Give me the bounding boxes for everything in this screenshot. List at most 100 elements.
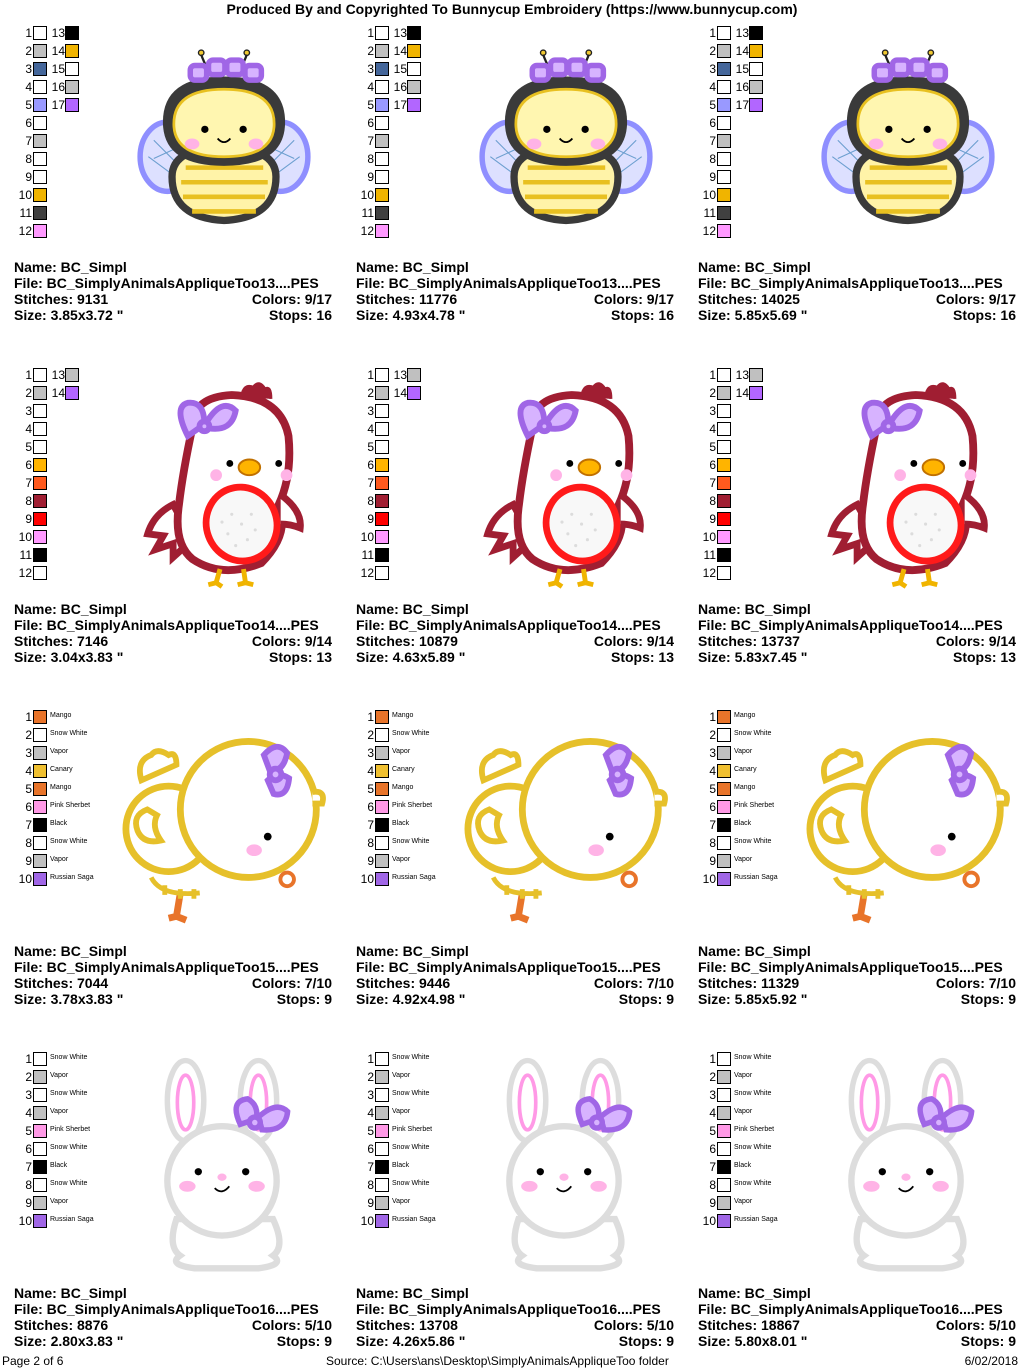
thread-name: Snow White — [734, 1144, 772, 1151]
thread-name: Pink Sherbet — [50, 1126, 91, 1133]
color-number: 1 — [709, 710, 716, 724]
bee-design-image — [460, 40, 672, 226]
color-number: 2 — [367, 1070, 374, 1084]
legend-row: 4 Canary — [16, 764, 73, 780]
color-swatch — [33, 26, 47, 40]
design-name: Name: BC_Simpl — [698, 601, 811, 617]
legend-row: 11 — [358, 548, 389, 564]
color-swatch — [375, 404, 389, 418]
color-count: Colors: 9/14 — [251, 633, 332, 649]
legend-row: 10 — [16, 530, 47, 546]
thread-name: Vapor — [734, 856, 753, 863]
color-count: Colors: 5/10 — [593, 1317, 674, 1333]
legend-row: 6 Pink Sherbet — [700, 800, 774, 816]
legend-row: 7 Black — [16, 818, 67, 834]
legend-row: 7 — [16, 134, 47, 150]
legend-row: 5 Pink Sherbet — [16, 1124, 90, 1140]
color-number: 6 — [25, 1142, 32, 1156]
legend-row: 10 Russian Saga — [700, 1214, 778, 1230]
color-swatch — [65, 62, 79, 76]
color-swatch — [33, 1088, 47, 1102]
chick-design-image — [806, 722, 1012, 926]
color-swatch — [33, 170, 47, 184]
thread-name: Snow White — [392, 730, 430, 737]
size-line: Size: 4.63x5.89 " Stops: 13 — [356, 649, 674, 665]
color-swatch — [717, 26, 731, 40]
thread-name: Vapor — [50, 748, 69, 755]
legend-row: 10 — [700, 188, 731, 204]
color-number: 4 — [367, 764, 374, 778]
color-number: 12 — [702, 566, 716, 580]
legend-row: 3 Vapor — [16, 746, 68, 762]
bunny-design-image — [482, 1056, 646, 1282]
color-number: 2 — [25, 1070, 32, 1084]
legend-row: 8 — [16, 152, 47, 168]
design-name: Name: BC_Simpl — [698, 259, 811, 275]
legend-row: 12 — [700, 566, 731, 582]
design-info: Name: BC_Simpl File: BC_SimplyAnimalsAppl… — [356, 259, 674, 323]
color-number: 8 — [709, 1178, 716, 1192]
legend-row: 5 17 — [16, 98, 79, 114]
color-number: 5 — [709, 782, 716, 796]
color-swatch — [407, 62, 421, 76]
color-swatch — [717, 386, 731, 400]
color-swatch — [717, 1178, 731, 1192]
color-swatch — [65, 26, 79, 40]
thread-name: Vapor — [392, 1198, 411, 1205]
legend-row: 10 — [700, 530, 731, 546]
color-swatch — [33, 368, 47, 382]
size-line: Size: 2.80x3.83 " Stops: 9 — [14, 1333, 332, 1349]
legend-row: 2 14 — [16, 44, 79, 60]
legend-row: 2 Snow White — [700, 728, 771, 744]
design-info: Name: BC_Simpl File: BC_SimplyAnimalsAppl… — [14, 943, 332, 1007]
legend-row: 3 Vapor — [700, 746, 752, 762]
color-number: 1 — [25, 368, 32, 382]
color-swatch — [749, 368, 763, 382]
legend-row: 6 Pink Sherbet — [358, 800, 432, 816]
stitches-line: Stitches: 7146 Colors: 9/14 — [14, 633, 332, 649]
legend-row: 7 — [700, 476, 731, 492]
color-swatch — [33, 404, 47, 418]
thread-name: Vapor — [734, 1072, 753, 1079]
color-swatch — [717, 458, 731, 472]
color-swatch — [33, 422, 47, 436]
color-number: 1 — [367, 368, 374, 382]
color-number: 12 — [702, 224, 716, 238]
stop-count: Stops: 9 — [960, 1333, 1016, 1349]
thread-name: Mango — [392, 784, 414, 791]
color-number: 11 — [361, 548, 374, 562]
size-line: Size: 5.85x5.69 " Stops: 16 — [698, 307, 1016, 323]
color-number: 8 — [25, 152, 32, 166]
design-info: Name: BC_Simpl File: BC_SimplyAnimalsAppl… — [14, 1285, 332, 1349]
thread-name: Russian Saga — [734, 1216, 778, 1223]
source-path: Source: C:\Users\ans\Desktop\SimplyAnima… — [326, 1354, 669, 1368]
thread-name: Snow White — [392, 1144, 430, 1151]
design-size: Size: 4.63x5.89 " — [356, 649, 466, 665]
color-swatch — [717, 1106, 731, 1120]
color-number: 6 — [367, 1142, 374, 1156]
color-number: 4 — [25, 764, 32, 778]
design-info: Name: BC_Simpl File: BC_SimplyAnimalsAppl… — [698, 601, 1016, 665]
legend-row: 5 Pink Sherbet — [358, 1124, 432, 1140]
color-number: 8 — [25, 1178, 32, 1192]
color-swatch — [33, 440, 47, 454]
legend-row: 11 — [358, 206, 389, 222]
legend-row: 1 13 — [700, 368, 763, 384]
color-swatch — [749, 62, 763, 76]
color-number: 8 — [367, 152, 374, 166]
stitch-count: Stitches: 11776 — [356, 291, 458, 307]
legend-row: 10 Russian Saga — [16, 1214, 94, 1230]
color-number: 6 — [367, 458, 374, 472]
color-swatch — [33, 134, 47, 148]
color-swatch — [65, 98, 79, 112]
legend-row: 4 — [700, 422, 731, 438]
color-number: 5 — [367, 440, 374, 454]
color-swatch — [375, 152, 389, 166]
color-swatch — [65, 386, 79, 400]
legend-row: 3 Snow White — [16, 1088, 87, 1104]
color-number: 3 — [709, 404, 716, 418]
color-number: 4 — [25, 80, 32, 94]
thread-name: Snow White — [734, 838, 772, 845]
color-swatch — [33, 458, 47, 472]
color-swatch — [375, 62, 389, 76]
